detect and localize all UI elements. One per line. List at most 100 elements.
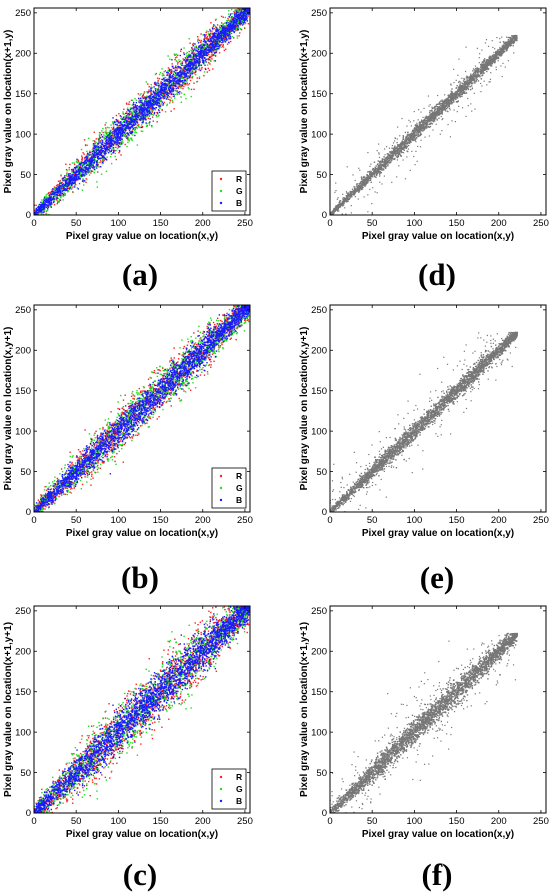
- scatter-point: [134, 97, 136, 100]
- scatter-point: [158, 91, 160, 93]
- scatter-point: [95, 141, 97, 144]
- scatter-point: [66, 186, 68, 188]
- scatter-point: [79, 168, 81, 171]
- scatter-point: [206, 58, 209, 61]
- scatter-point: [150, 102, 152, 104]
- scatter-point: [190, 52, 193, 54]
- scatter-point: [142, 107, 144, 109]
- scatter-point: [166, 94, 169, 96]
- scatter-point: [208, 35, 210, 37]
- scatter-point: [168, 93, 171, 95]
- scatter-point: [74, 183, 77, 186]
- scatter-point: [76, 179, 79, 181]
- scatter-point: [247, 11, 249, 13]
- scatter-point: [228, 15, 230, 18]
- scatter-point: [141, 130, 144, 133]
- scatter-point: [155, 97, 158, 100]
- scatter-point: [144, 98, 147, 100]
- scatter-point: [103, 156, 105, 159]
- scatter-point: [93, 150, 95, 153]
- scatter-point: [170, 72, 173, 74]
- scatter-point: [188, 63, 190, 65]
- scatter-point: [86, 157, 88, 159]
- scatter-point: [157, 102, 160, 104]
- scatter-point: [157, 96, 160, 98]
- scatter-point: [189, 58, 191, 61]
- scatter-point: [113, 129, 115, 131]
- scatter-point: [178, 75, 181, 78]
- scatter-point: [59, 180, 61, 182]
- scatter-point: [49, 202, 51, 204]
- scatter-point: [66, 174, 68, 176]
- scatter-point: [188, 56, 190, 59]
- scatter-point: [231, 27, 234, 29]
- scatter-point: [121, 138, 123, 140]
- scatter-point: [179, 54, 181, 57]
- scatter-point: [175, 90, 177, 93]
- scatter-point: [183, 81, 186, 84]
- scatter-point: [170, 110, 172, 112]
- scatter-point: [64, 194, 66, 196]
- scatter-point: [52, 188, 54, 190]
- scatter-point: [193, 72, 195, 74]
- scatter-point: [196, 50, 199, 53]
- scatter-point: [57, 184, 60, 187]
- scatter-point: [113, 142, 116, 144]
- scatter-point: [57, 191, 59, 193]
- scatter-point: [87, 159, 89, 161]
- scatter-point: [203, 45, 205, 48]
- scatter-point: [96, 167, 98, 169]
- scatter-point: [211, 41, 214, 43]
- scatter-point: [92, 165, 95, 168]
- scatter-point: [112, 124, 115, 126]
- scatter-point: [159, 97, 162, 100]
- scatter-point: [177, 67, 179, 69]
- scatter-point: [47, 197, 49, 199]
- scatter-point: [244, 16, 246, 18]
- scatter-point: [202, 56, 204, 59]
- scatter-point: [155, 91, 158, 93]
- scatter-point: [222, 45, 224, 48]
- scatter-point: [84, 161, 87, 163]
- scatter-point: [105, 131, 107, 133]
- scatter-point: [219, 33, 221, 36]
- scatter-point: [156, 121, 158, 123]
- scatter-point: [132, 126, 134, 128]
- scatter-point: [206, 35, 209, 38]
- scatter-point: [100, 173, 103, 175]
- scatter-point: [187, 53, 190, 56]
- scatter-point: [228, 22, 230, 24]
- scatter-point: [131, 115, 133, 118]
- scatter-point: [148, 103, 150, 105]
- scatter-point: [83, 153, 85, 155]
- scatter-point: [223, 32, 226, 34]
- scatter-point: [207, 44, 209, 47]
- scatter-point: [182, 58, 184, 60]
- scatter-point: [127, 125, 129, 127]
- scatter-point: [148, 105, 150, 107]
- scatter-point: [176, 93, 178, 95]
- scatter-point: [229, 37, 231, 40]
- scatter-point: [126, 108, 129, 111]
- scatter-point: [132, 128, 134, 131]
- scatter-point: [68, 167, 71, 169]
- scatter-point: [179, 66, 182, 68]
- scatter-point: [150, 83, 153, 86]
- scatter-point: [115, 132, 118, 134]
- scatter-point: [96, 160, 99, 162]
- scatter-point: [214, 45, 216, 48]
- scatter-point: [167, 94, 169, 97]
- scatter-point: [168, 87, 170, 89]
- scatter-point: [163, 93, 165, 95]
- scatter-point: [218, 41, 220, 44]
- scatter-point: [53, 203, 56, 206]
- scatter-point: [95, 138, 97, 140]
- scatter-point: [104, 154, 106, 156]
- scatter-point: [212, 33, 214, 35]
- scatter-point: [165, 88, 167, 90]
- scatter-point: [240, 17, 242, 20]
- scatter-point: [230, 19, 232, 21]
- scatter-point: [112, 134, 115, 136]
- scatter-point: [72, 169, 74, 172]
- scatter-point: [82, 164, 84, 166]
